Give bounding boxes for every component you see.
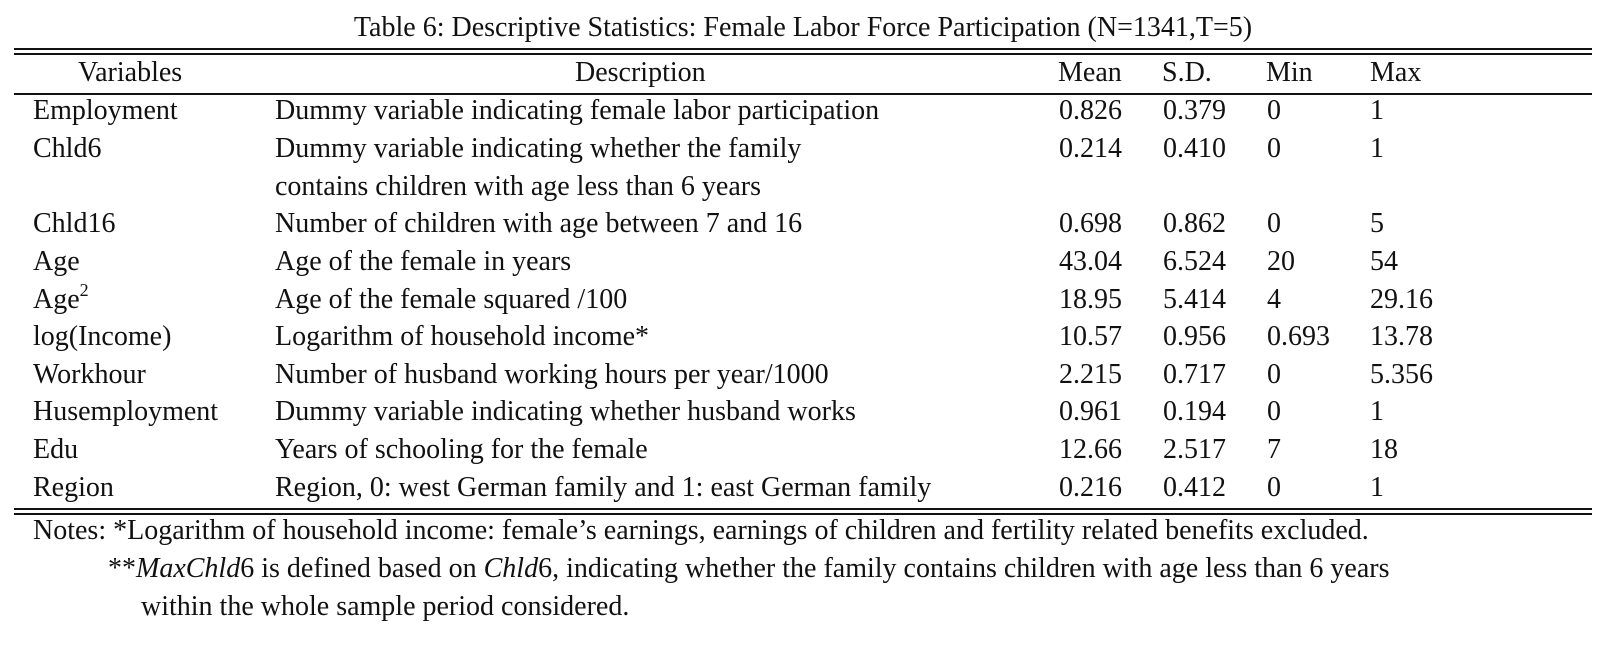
- max-value: 54: [1370, 246, 1398, 277]
- table-row: Age Age of the female in years 43.04 6.5…: [0, 243, 1606, 281]
- max-value: 1: [1370, 95, 1384, 126]
- sd-value: 0.862: [1163, 208, 1226, 239]
- variable-description: Years of schooling for the female: [275, 434, 648, 465]
- mean-value: 0.214: [1059, 133, 1122, 164]
- variable-name: Workhour: [33, 359, 146, 390]
- sd-value: 0.717: [1163, 359, 1226, 390]
- variable-description: Age of the female in years: [275, 246, 572, 277]
- max-value: 13.78: [1370, 321, 1433, 352]
- min-value: 0: [1267, 208, 1281, 239]
- max-value: 1: [1370, 396, 1384, 427]
- variable-description: Dummy variable indicating whether the fa…: [275, 133, 802, 164]
- table-row: Workhour Number of husband working hours…: [0, 356, 1606, 394]
- table-row-continuation: contains children with age less than 6 y…: [0, 168, 1606, 206]
- sd-value: 0.194: [1163, 396, 1226, 427]
- sd-value: 6.524: [1163, 246, 1226, 277]
- min-value: 20: [1267, 246, 1295, 277]
- max-value: 18: [1370, 434, 1398, 465]
- variable-name: Chld16: [33, 208, 116, 239]
- variable-name: Employment: [33, 95, 178, 126]
- sd-value: 0.412: [1163, 472, 1226, 503]
- variable-name: Edu: [33, 434, 79, 465]
- top-rule-upper: [14, 48, 1592, 50]
- min-value: 0: [1267, 133, 1281, 164]
- note-2-prefix: **: [108, 553, 136, 584]
- note-line-2: **MaxChld6 is defined based on Chld6, in…: [108, 550, 1390, 588]
- table-row: Age2 Age of the female squared /100 18.9…: [0, 281, 1606, 319]
- mean-value: 0.826: [1059, 95, 1122, 126]
- variable-description: Region, 0: west German family and 1: eas…: [275, 472, 932, 503]
- mean-value: 2.215: [1059, 359, 1122, 390]
- variable-description: Dummy variable indicating female labor p…: [275, 95, 880, 126]
- top-rule-lower: [14, 53, 1592, 55]
- variable-name: Husemployment: [33, 396, 219, 427]
- min-value: 4: [1267, 284, 1281, 315]
- table-row: Edu Years of schooling for the female 12…: [0, 431, 1606, 469]
- variable-description: Number of husband working hours per year…: [275, 359, 829, 390]
- variable-description: Number of children with age between 7 an…: [275, 208, 803, 239]
- min-value: 0: [1267, 396, 1281, 427]
- max-value: 1: [1370, 472, 1384, 503]
- table-row: Employment Dummy variable indicating fem…: [0, 92, 1606, 130]
- variable-description-continued: contains children with age less than 6 y…: [275, 171, 761, 202]
- table-row: Chld16 Number of children with age betwe…: [0, 205, 1606, 243]
- mean-value: 12.66: [1059, 434, 1122, 465]
- header-description: Description: [575, 57, 706, 88]
- table-row: Husemployment Dummy variable indicating …: [0, 393, 1606, 431]
- mean-value: 43.04: [1059, 246, 1122, 277]
- variable-name: log(Income): [33, 321, 172, 352]
- variable-superscript: 2: [79, 280, 89, 300]
- note-2-italic-maxchld: MaxChld: [136, 553, 241, 584]
- min-value: 7: [1267, 434, 1281, 465]
- min-value: 0: [1267, 472, 1281, 503]
- max-value: 1: [1370, 133, 1384, 164]
- header-row: Variables Description Mean S.D. Min Max: [0, 54, 1606, 92]
- note-line-3: within the whole sample period considere…: [141, 591, 630, 622]
- variable-description: Dummy variable indicating whether husban…: [275, 396, 856, 427]
- header-variables: Variables: [78, 57, 183, 88]
- table-row: Chld6 Dummy variable indicating whether …: [0, 130, 1606, 168]
- mean-value: 10.57: [1059, 321, 1122, 352]
- note-2-italic-chld: Chld: [483, 553, 539, 584]
- max-value: 29.16: [1370, 284, 1433, 315]
- bottom-rule-lower: [14, 513, 1592, 515]
- header-rule: [14, 93, 1592, 95]
- max-value: 5.356: [1370, 359, 1433, 390]
- variable-name: Region: [33, 472, 114, 503]
- sd-value: 2.517: [1163, 434, 1226, 465]
- sd-value: 0.410: [1163, 133, 1226, 164]
- mean-value: 0.698: [1059, 208, 1122, 239]
- header-sd: S.D.: [1162, 57, 1212, 88]
- note-2-middle: 6 is defined based on: [240, 553, 484, 584]
- header-min: Min: [1266, 57, 1313, 88]
- header-max: Max: [1370, 57, 1422, 88]
- table-caption: Table 6: Descriptive Statistics: Female …: [353, 12, 1253, 43]
- max-value: 5: [1370, 208, 1384, 239]
- min-value: 0: [1267, 359, 1281, 390]
- variable-description: Logarithm of household income*: [275, 321, 650, 352]
- note-2-rest: 6, indicating whether the family contain…: [538, 553, 1390, 584]
- mean-value: 18.95: [1059, 284, 1122, 315]
- sd-value: 5.414: [1163, 284, 1226, 315]
- min-value: 0.693: [1267, 321, 1330, 352]
- variable-name: Chld6: [33, 133, 102, 164]
- variable-name: Age2: [33, 281, 89, 319]
- mean-value: 0.216: [1059, 472, 1122, 503]
- variable-description: Age of the female squared /100: [275, 284, 628, 315]
- variable-name-base: Age: [33, 284, 80, 315]
- mean-value: 0.961: [1059, 396, 1122, 427]
- bottom-rule-upper: [14, 508, 1592, 510]
- note-line-1: Notes: *Logarithm of household income: f…: [33, 515, 1369, 546]
- variable-name: Age: [33, 246, 80, 277]
- sd-value: 0.379: [1163, 95, 1226, 126]
- sd-value: 0.956: [1163, 321, 1226, 352]
- table-row: Region Region, 0: west German family and…: [0, 469, 1606, 507]
- min-value: 0: [1267, 95, 1281, 126]
- table-row: log(Income) Logarithm of household incom…: [0, 318, 1606, 356]
- header-mean: Mean: [1058, 57, 1122, 88]
